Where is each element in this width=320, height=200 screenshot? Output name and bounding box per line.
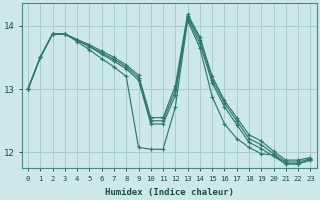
X-axis label: Humidex (Indice chaleur): Humidex (Indice chaleur): [105, 188, 234, 197]
